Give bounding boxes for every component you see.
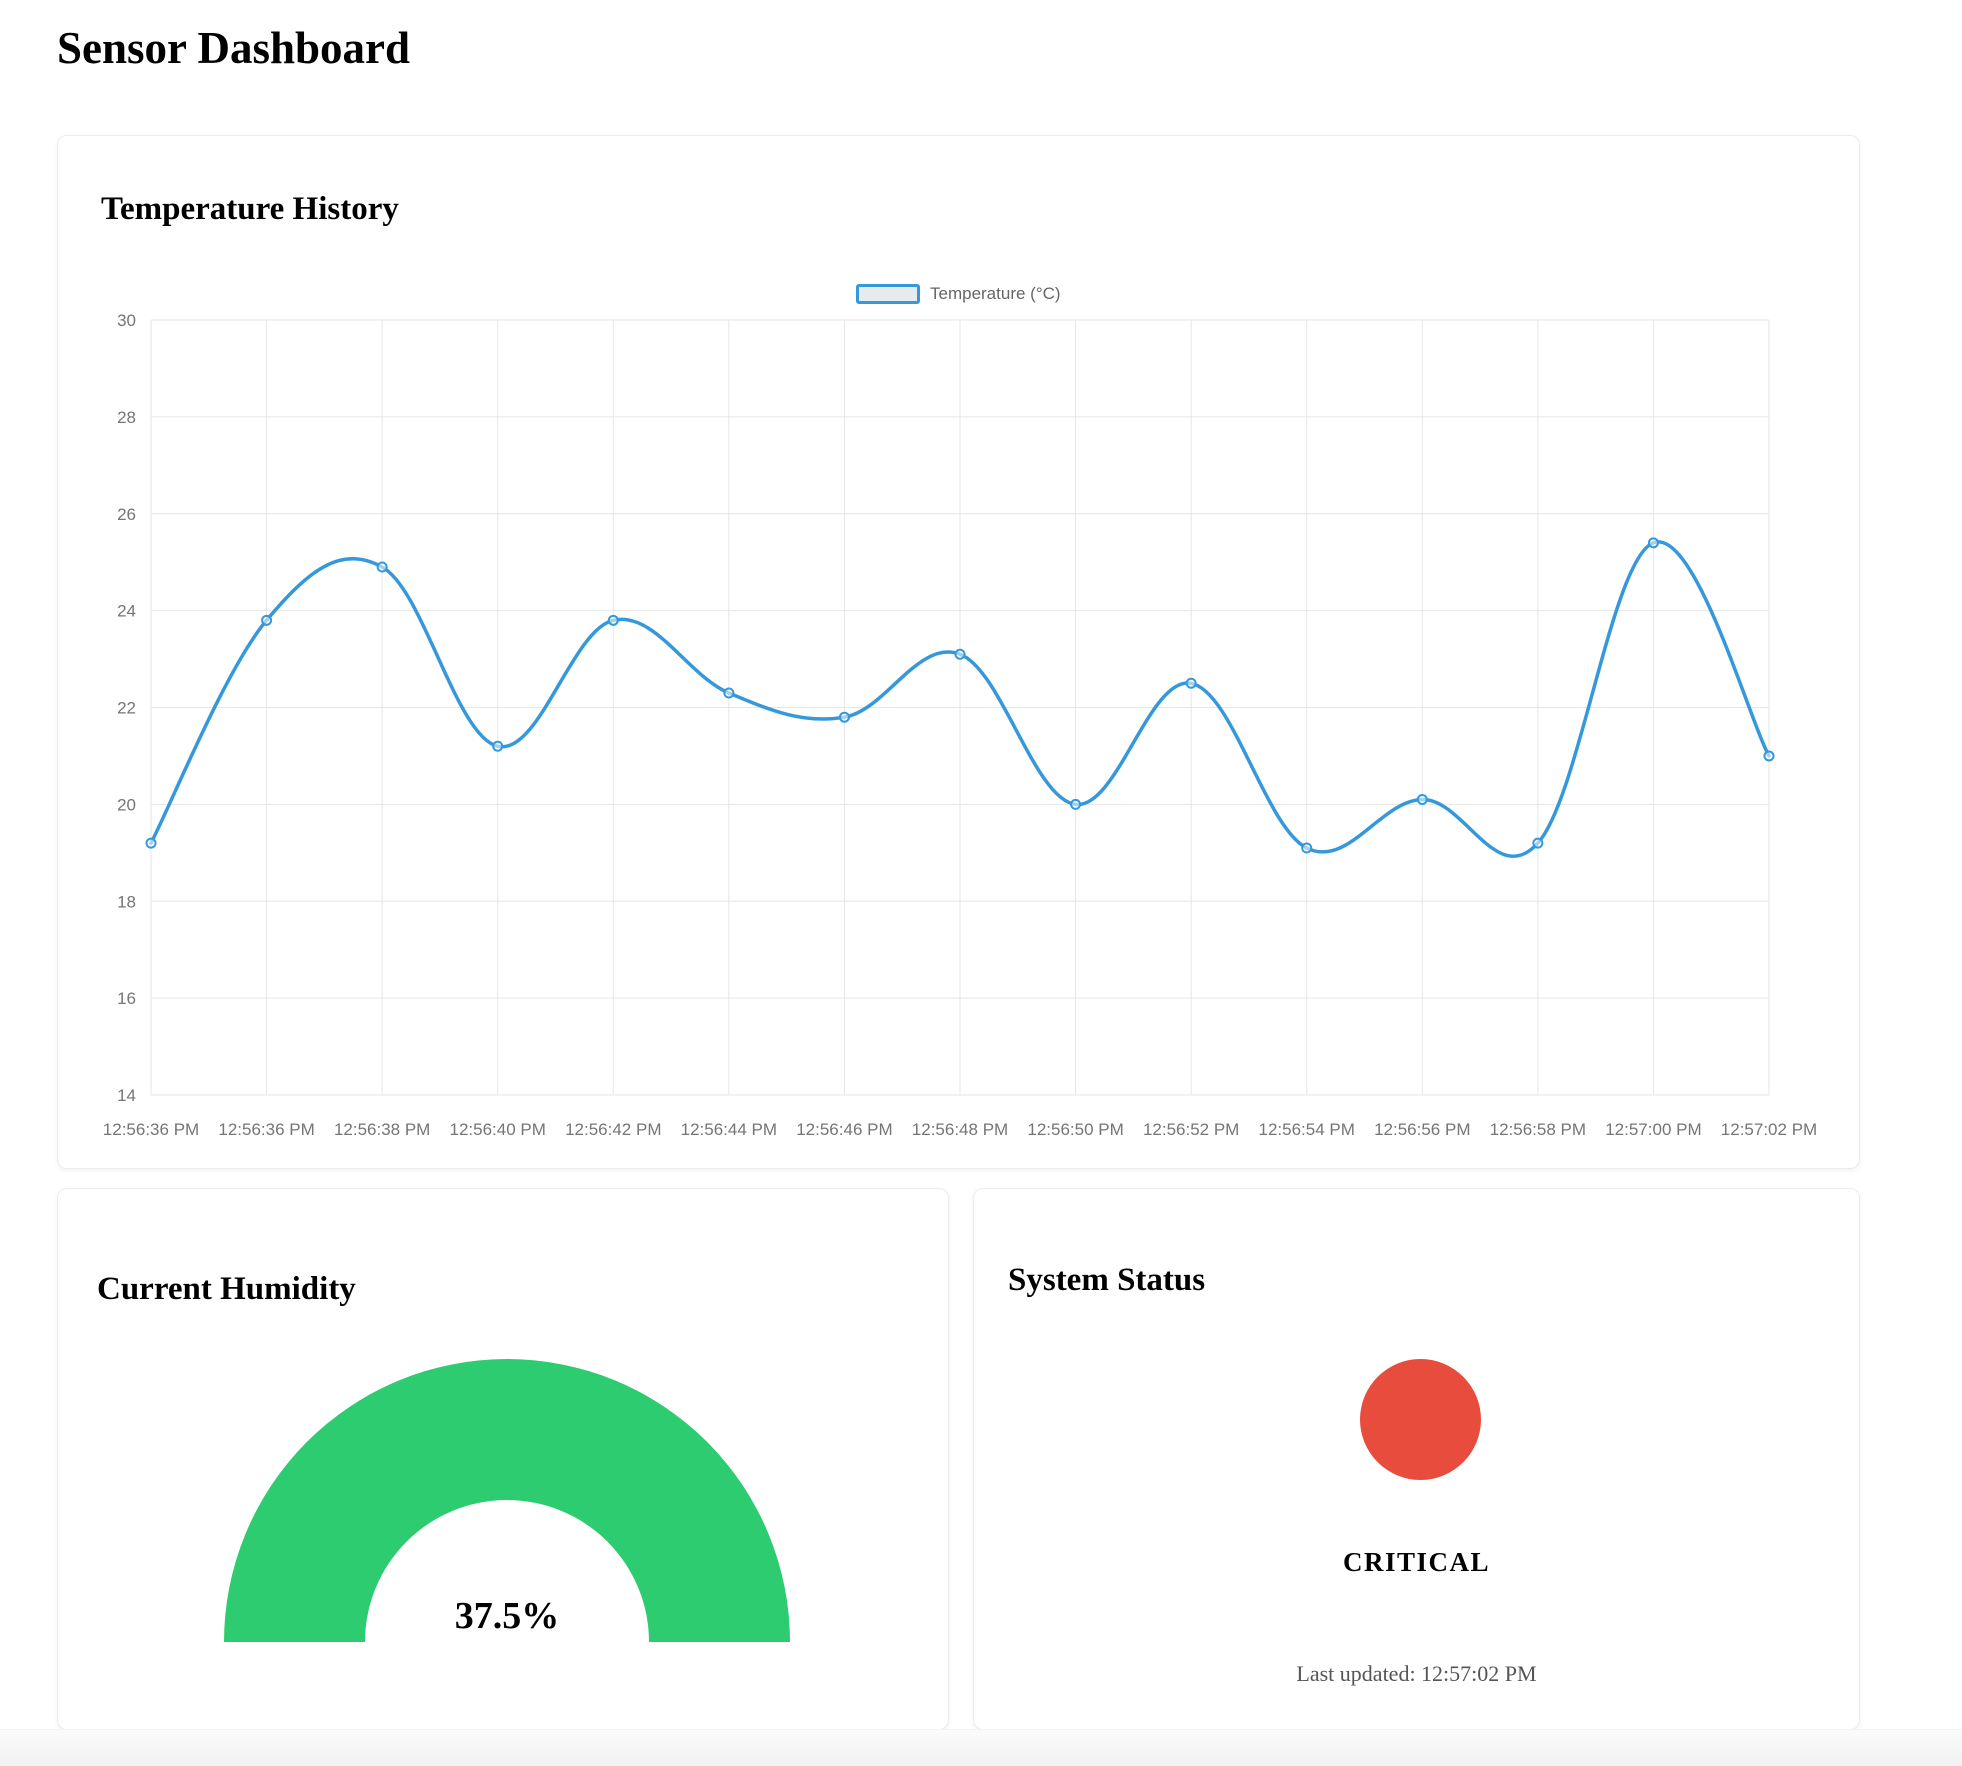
legend-swatch-icon xyxy=(856,284,920,304)
svg-text:16: 16 xyxy=(117,989,136,1008)
gauge-arc-path xyxy=(224,1359,790,1642)
svg-text:12:56:46 PM: 12:56:46 PM xyxy=(796,1120,892,1139)
svg-text:12:56:58 PM: 12:56:58 PM xyxy=(1490,1120,1586,1139)
svg-text:12:56:42 PM: 12:56:42 PM xyxy=(565,1120,661,1139)
svg-text:12:56:52 PM: 12:56:52 PM xyxy=(1143,1120,1239,1139)
svg-text:28: 28 xyxy=(117,408,136,427)
svg-text:18: 18 xyxy=(117,892,136,911)
chart-legend-item[interactable]: Temperature (°C) xyxy=(856,284,1061,304)
svg-text:12:56:38 PM: 12:56:38 PM xyxy=(334,1120,430,1139)
humidity-gauge: 37.5% xyxy=(224,1359,790,1642)
humidity-value: 37.5% xyxy=(454,1595,560,1637)
temperature-history-card: Temperature History Temperature (°C) 14 1… xyxy=(57,135,1860,1169)
temperature-card-title: Temperature History xyxy=(101,191,399,227)
svg-text:12:56:36 PM: 12:56:36 PM xyxy=(103,1120,199,1139)
system-status-card: System Status CRITICAL Last updated: 12:… xyxy=(973,1188,1860,1730)
svg-text:12:56:56 PM: 12:56:56 PM xyxy=(1374,1120,1470,1139)
svg-text:12:56:48 PM: 12:56:48 PM xyxy=(912,1120,1008,1139)
svg-text:12:57:02 PM: 12:57:02 PM xyxy=(1721,1120,1817,1139)
svg-text:24: 24 xyxy=(117,602,136,621)
svg-text:20: 20 xyxy=(117,795,136,814)
svg-text:12:57:00 PM: 12:57:00 PM xyxy=(1605,1120,1701,1139)
status-label: CRITICAL xyxy=(1342,1547,1491,1577)
page-title: Sensor Dashboard xyxy=(57,23,411,73)
svg-text:30: 30 xyxy=(117,311,136,330)
page-bottom-strip xyxy=(0,1729,1962,1766)
svg-text:22: 22 xyxy=(117,699,136,718)
svg-text:12:56:44 PM: 12:56:44 PM xyxy=(681,1120,777,1139)
status-indicator-icon xyxy=(1360,1359,1481,1480)
svg-text:26: 26 xyxy=(117,505,136,524)
status-card-title: System Status xyxy=(1008,1262,1206,1298)
legend-label: Temperature (°C) xyxy=(930,284,1061,303)
humidity-gauge-arc xyxy=(224,1359,790,1642)
temperature-line-chart[interactable]: 14 16 18 20 22 24 26 28 30 12:56:36 PM 12:56:36 PM… xyxy=(86,311,1866,1146)
svg-text:12:56:40 PM: 12:56:40 PM xyxy=(450,1120,546,1139)
svg-text:12:56:54 PM: 12:56:54 PM xyxy=(1259,1120,1355,1139)
svg-text:12:56:36 PM: 12:56:36 PM xyxy=(218,1120,314,1139)
svg-text:14: 14 xyxy=(117,1086,136,1105)
svg-text:12:56:50 PM: 12:56:50 PM xyxy=(1027,1120,1123,1139)
status-last-updated: Last updated: 12:57:02 PM xyxy=(1296,1661,1537,1686)
humidity-card-title: Current Humidity xyxy=(97,1271,356,1307)
current-humidity-card: Current Humidity 37.5% xyxy=(57,1188,949,1730)
